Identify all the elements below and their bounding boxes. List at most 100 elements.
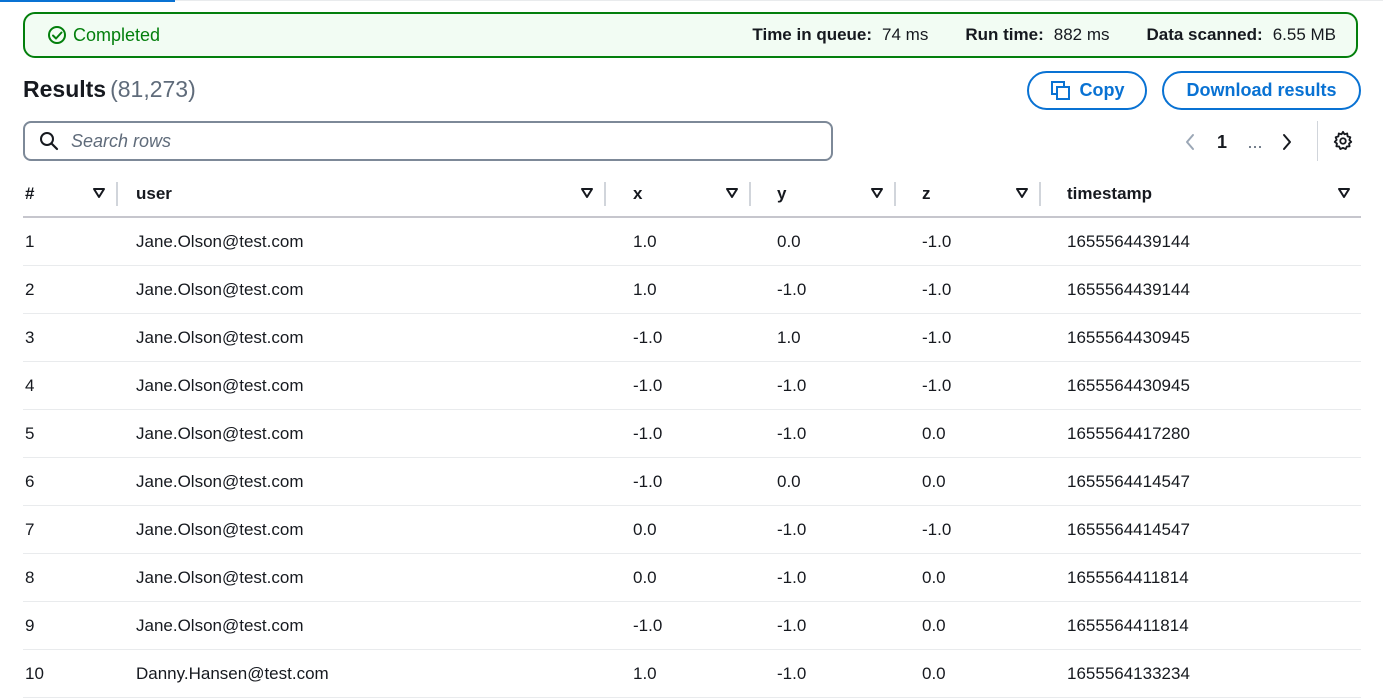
table-row: 10 Danny.Hansen@test.com 1.0 -1.0 0.0 16… (23, 649, 1361, 698)
cell-timestamp: 1655564414547 (1041, 505, 1361, 554)
column-header-label: # (25, 183, 35, 203)
cell-x: -1.0 (606, 361, 751, 410)
sort-down-icon[interactable] (92, 184, 106, 204)
sort-down-icon[interactable] (870, 184, 884, 204)
cell-timestamp: 1655564414547 (1041, 457, 1361, 506)
table-row: 8 Jane.Olson@test.com 0.0 -1.0 0.0 16555… (23, 553, 1361, 602)
time-in-queue-label: Time in queue: (752, 25, 873, 44)
cell-z: 0.0 (896, 409, 1041, 458)
cell-x: 1.0 (606, 265, 751, 314)
preferences-button[interactable] (1332, 130, 1354, 157)
cell-y: -1.0 (751, 361, 896, 410)
column-header-y: y (751, 171, 896, 218)
column-header-label: x (633, 183, 643, 203)
query-status-bar: Completed Time in queue: 74 ms Run time:… (23, 12, 1358, 58)
status-label: Completed (73, 24, 161, 45)
column-header-label: user (136, 183, 172, 203)
active-tab-indicator (0, 0, 175, 2)
sort-down-icon[interactable] (580, 184, 594, 204)
sort-down-icon[interactable] (725, 184, 739, 204)
chevron-left-icon (1186, 134, 1194, 150)
cell-number: 5 (23, 409, 118, 458)
search-input[interactable] (69, 129, 831, 153)
cell-user: Jane.Olson@test.com (118, 409, 606, 458)
cell-y: 0.0 (751, 217, 896, 266)
cell-number: 8 (23, 553, 118, 602)
data-scanned-value: 6.55 MB (1272, 25, 1336, 44)
column-resizer[interactable] (604, 181, 606, 206)
cell-x: 1.0 (606, 217, 751, 266)
copy-icon (1050, 80, 1070, 100)
cell-timestamp: 1655564411814 (1041, 601, 1361, 650)
data-scanned-stat: Data scanned: 6.55 MB (1146, 25, 1336, 45)
cell-x: -1.0 (606, 601, 751, 650)
column-header-user: user (118, 171, 606, 218)
cell-user: Jane.Olson@test.com (118, 265, 606, 314)
cell-y: 1.0 (751, 313, 896, 362)
pager-divider (1317, 121, 1318, 161)
table-row: 5 Jane.Olson@test.com -1.0 -1.0 0.0 1655… (23, 409, 1361, 458)
column-header-label: z (922, 183, 931, 203)
cell-y: -1.0 (751, 601, 896, 650)
status-indicator: Completed (47, 25, 160, 46)
cell-y: -1.0 (751, 265, 896, 314)
cell-z: -1.0 (896, 361, 1041, 410)
table-row: 3 Jane.Olson@test.com -1.0 1.0 -1.0 1655… (23, 313, 1361, 362)
cell-number: 4 (23, 361, 118, 410)
cell-x: 1.0 (606, 649, 751, 698)
cell-z: -1.0 (896, 217, 1041, 266)
cell-user: Jane.Olson@test.com (118, 505, 606, 554)
chevron-right-icon (1283, 134, 1291, 150)
table-row: 6 Jane.Olson@test.com -1.0 0.0 0.0 16555… (23, 457, 1361, 506)
cell-y: -1.0 (751, 409, 896, 458)
search-field[interactable] (23, 121, 833, 161)
cell-x: 0.0 (606, 553, 751, 602)
table-row: 2 Jane.Olson@test.com 1.0 -1.0 -1.0 1655… (23, 265, 1361, 314)
pagination-ellipsis: ... (1247, 131, 1263, 152)
cell-x: 0.0 (606, 505, 751, 554)
download-results-button[interactable]: Download results (1162, 71, 1361, 110)
column-header-label: timestamp (1067, 183, 1153, 203)
cell-timestamp: 1655564133234 (1041, 649, 1361, 698)
search-icon (40, 132, 59, 151)
page-number-current[interactable]: 1 (1216, 131, 1227, 152)
data-scanned-label: Data scanned: (1146, 25, 1263, 44)
next-page-button[interactable] (1270, 133, 1304, 151)
sort-down-icon[interactable] (1337, 184, 1351, 204)
column-resizer[interactable] (894, 181, 896, 206)
cell-number: 6 (23, 457, 118, 506)
cell-number: 10 (23, 649, 118, 698)
cell-x: -1.0 (606, 409, 751, 458)
cell-x: -1.0 (606, 313, 751, 362)
cell-number: 9 (23, 601, 118, 650)
column-resizer[interactable] (1039, 181, 1041, 206)
gear-icon (1333, 130, 1353, 150)
cell-y: 0.0 (751, 457, 896, 506)
column-header-x: x (606, 171, 751, 218)
sort-down-icon[interactable] (1015, 184, 1029, 204)
cell-z: 0.0 (896, 553, 1041, 602)
copy-button[interactable]: Copy (1027, 71, 1147, 110)
column-resizer[interactable] (749, 181, 751, 206)
table-row: 9 Jane.Olson@test.com -1.0 -1.0 0.0 1655… (23, 601, 1361, 650)
cell-number: 7 (23, 505, 118, 554)
previous-page-button[interactable] (1176, 133, 1204, 151)
cell-y: -1.0 (751, 505, 896, 554)
top-divider (175, 0, 1383, 1)
table-row: 4 Jane.Olson@test.com -1.0 -1.0 -1.0 165… (23, 361, 1361, 410)
cell-x: -1.0 (606, 457, 751, 506)
time-in-queue-value: 74 ms (882, 25, 929, 44)
run-time-value: 882 ms (1053, 25, 1110, 44)
cell-z: 0.0 (896, 601, 1041, 650)
cell-timestamp: 1655564430945 (1041, 313, 1361, 362)
run-time-label: Run time: (965, 25, 1044, 44)
column-resizer[interactable] (116, 181, 118, 206)
cell-number: 3 (23, 313, 118, 362)
results-count: (81,273) (110, 76, 196, 102)
time-in-queue-stat: Time in queue: 74 ms (752, 25, 928, 45)
cell-user: Danny.Hansen@test.com (118, 649, 606, 698)
column-header-label: y (777, 183, 787, 203)
cell-z: -1.0 (896, 313, 1041, 362)
table-row: 7 Jane.Olson@test.com 0.0 -1.0 -1.0 1655… (23, 505, 1361, 554)
cell-user: Jane.Olson@test.com (118, 217, 606, 266)
